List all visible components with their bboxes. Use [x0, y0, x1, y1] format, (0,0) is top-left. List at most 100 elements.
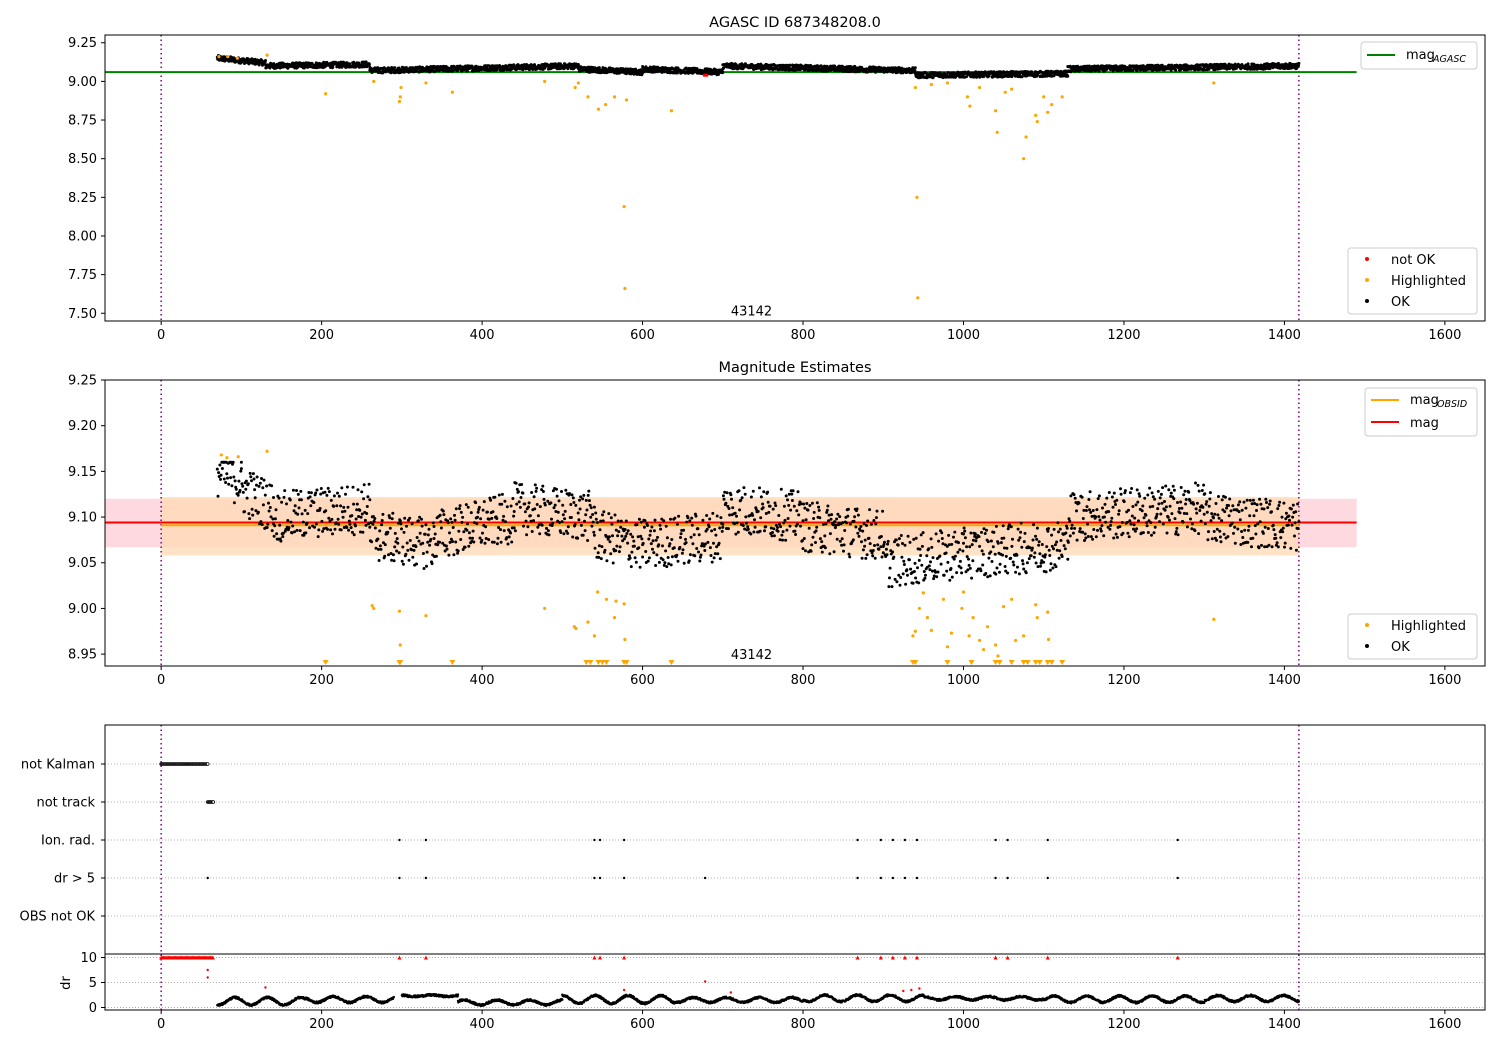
- ok-point: [1204, 502, 1208, 506]
- ok-point: [512, 510, 516, 513]
- highlighted-point: [397, 99, 402, 104]
- x-tick-label: 1200: [1107, 673, 1140, 688]
- ok-point: [469, 511, 473, 515]
- x-tick-label: 1000: [947, 673, 980, 688]
- highlighted-point: [941, 597, 946, 601]
- ok-point: [719, 516, 723, 520]
- ok-point: [1058, 549, 1062, 553]
- ok-point: [408, 516, 412, 520]
- ok-point: [810, 501, 814, 505]
- ok-point: [968, 566, 972, 570]
- ok-point: [931, 556, 935, 560]
- ok-point: [573, 522, 577, 526]
- ok-point: [1085, 505, 1089, 509]
- ok-point: [1228, 497, 1232, 501]
- ok-point: [368, 498, 372, 502]
- ok-point: [527, 505, 530, 509]
- ok-point: [1010, 544, 1014, 548]
- ok-point: [563, 509, 567, 513]
- ok-point: [527, 501, 531, 505]
- ok-point: [303, 508, 307, 512]
- ok-point: [664, 524, 668, 528]
- ok-point: [415, 562, 418, 566]
- highlighted-point: [623, 637, 627, 642]
- ok-point: [962, 541, 965, 545]
- ok-point: [1051, 566, 1055, 570]
- ok-point: [676, 559, 680, 563]
- ok-point: [352, 502, 356, 506]
- ok-point: [299, 498, 303, 502]
- ok-point: [478, 536, 482, 540]
- ok-point: [261, 486, 265, 490]
- highlighted-point: [372, 606, 376, 611]
- ok-point: [987, 556, 991, 560]
- ok-point: [639, 520, 643, 524]
- highlighted-point: [450, 90, 455, 94]
- ok-point: [524, 519, 528, 523]
- ok-point: [1202, 483, 1206, 487]
- ok-point: [970, 576, 974, 580]
- ok-point: [480, 538, 484, 542]
- ok-point: [557, 499, 561, 503]
- ok-point: [613, 513, 617, 517]
- ok-point: [1189, 517, 1192, 521]
- ok-point: [1118, 525, 1122, 529]
- ok-point: [636, 535, 640, 539]
- ok-point: [476, 515, 479, 519]
- ok-point: [456, 549, 460, 553]
- highlighted-point: [576, 81, 580, 85]
- ok-point: [862, 522, 866, 526]
- ok-point: [426, 533, 430, 537]
- y-tick-label: 9.25: [68, 36, 97, 51]
- ok-point: [1119, 487, 1122, 491]
- ok-point: [418, 531, 422, 535]
- ok-point: [780, 533, 784, 537]
- highlighted-point: [1010, 597, 1014, 601]
- ok-point: [804, 549, 807, 553]
- ok-point: [626, 541, 630, 545]
- ok-point: [1261, 531, 1265, 535]
- ok-point: [1248, 498, 1252, 502]
- ok-point: [822, 522, 825, 526]
- ok-point: [238, 488, 242, 492]
- ok-point: [774, 504, 778, 508]
- ok-point: [973, 532, 977, 536]
- ok-point: [630, 550, 634, 554]
- ok-point: [243, 510, 246, 514]
- ok-point: [701, 518, 705, 522]
- highlighted-point: [614, 599, 618, 603]
- ok-point: [978, 75, 982, 79]
- ok-point: [913, 561, 917, 565]
- ok-point: [1083, 532, 1087, 536]
- ok-point: [900, 555, 904, 559]
- ok-point: [527, 68, 531, 72]
- ok-point: [758, 486, 761, 490]
- ok-point: [888, 576, 891, 580]
- ok-point: [1049, 562, 1053, 566]
- ok-point: [1168, 518, 1171, 522]
- ok-point: [530, 530, 534, 533]
- ok-point: [771, 531, 774, 534]
- ok-point: [279, 539, 283, 543]
- x-tick-label: 600: [630, 673, 655, 688]
- highlighted-point: [1034, 603, 1038, 607]
- highlighted-point: [913, 85, 917, 90]
- ok-point: [690, 516, 694, 520]
- ok-point: [219, 477, 222, 481]
- ok-point: [383, 554, 387, 558]
- ok-point: [759, 495, 763, 499]
- ok-point: [411, 555, 415, 559]
- ok-point: [740, 496, 744, 500]
- ok-point: [932, 577, 936, 581]
- ok-point: [772, 534, 776, 538]
- ok-point: [958, 559, 962, 563]
- ok-point: [795, 509, 799, 513]
- ok-point: [1276, 545, 1280, 549]
- ok-point: [875, 509, 879, 513]
- ok-point: [947, 543, 951, 547]
- ok-point: [953, 530, 957, 534]
- ok-point: [833, 64, 837, 68]
- ok-point: [1238, 500, 1242, 504]
- ok-point: [934, 532, 938, 536]
- ok-point: [722, 66, 725, 70]
